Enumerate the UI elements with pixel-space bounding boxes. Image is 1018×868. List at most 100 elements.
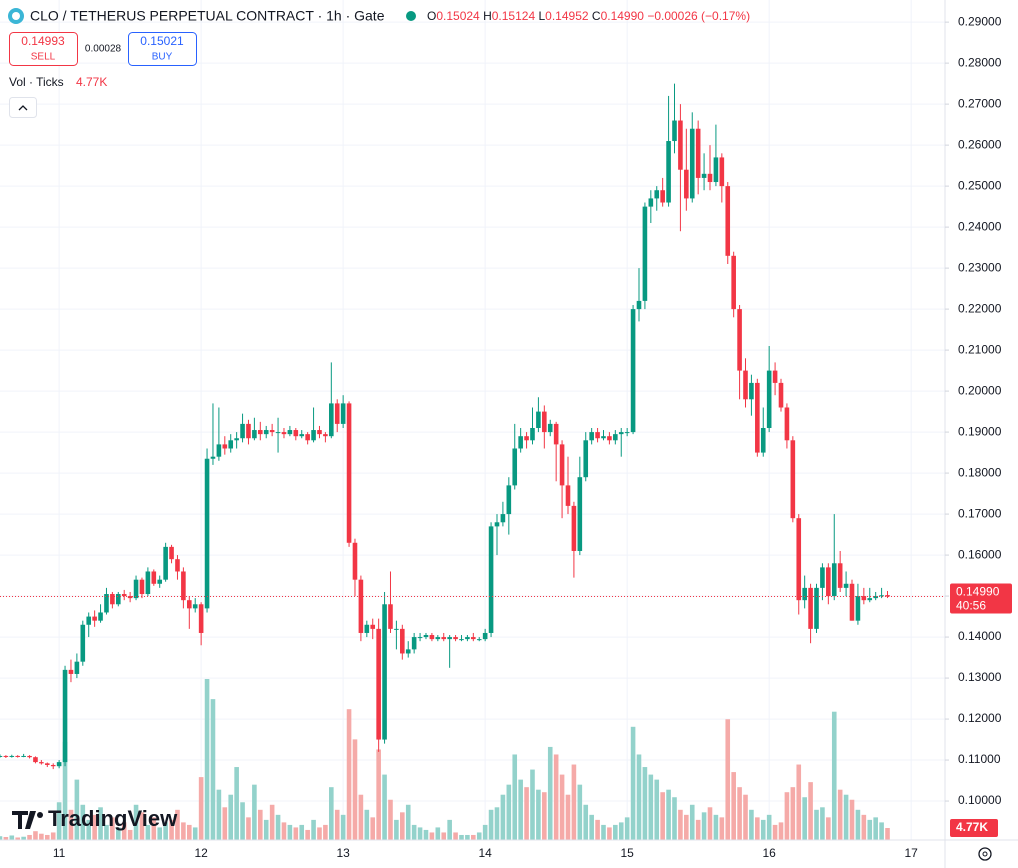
volume-bar [246,817,251,840]
candle-body [441,637,447,640]
candle-body [849,583,855,621]
volume-bar [33,831,38,840]
volume-bar [802,797,807,840]
y-tick-label: 0.17000 [958,506,1002,520]
candle-body [766,370,772,428]
candle-body [317,430,322,435]
volume-bar [831,711,837,840]
volume-bar [287,824,293,840]
candle-body [547,423,553,433]
candle-body [287,430,293,435]
price-tag-value: 0.14990 [956,585,1000,599]
x-tick-label: 15 [620,846,634,860]
volume-bar [595,819,600,840]
volume-bar [210,699,216,840]
candle-body [737,309,742,371]
logo-dot [37,812,43,818]
volume-bar [252,784,257,840]
candle-body [843,583,849,588]
volume-bar [536,789,541,840]
volume-bar [110,817,115,840]
volume-bar [305,829,310,840]
legend-key: O [427,9,436,23]
volume-bar [678,809,683,840]
candle-body [512,448,518,486]
candle-body [340,403,346,424]
price-tag [950,583,1012,614]
sell-label: SELL [31,52,56,63]
volume-bar [44,834,50,840]
volume-bar [169,819,174,840]
candle-body [44,763,50,765]
volume-bar [601,824,606,840]
x-tick-label: 17 [904,846,918,860]
candle-body [808,587,813,629]
volume-bar [553,754,559,840]
candle-body [802,587,807,601]
sell-button[interactable] [9,32,78,66]
candle-body [405,649,411,654]
y-tick-label: 0.11000 [958,752,1001,766]
sell-price: 0.14993 [21,34,65,48]
candle-body [382,604,387,740]
volume-bar [133,804,139,840]
volume-bar [80,804,86,840]
volume-bar [755,817,760,840]
volume-bar [204,679,210,840]
symbol-title[interactable]: CLO / TETHERUS PERPETUAL CONTRACT · 1h ·… [30,8,385,24]
volume-bar [181,822,186,840]
candle-body [778,382,784,408]
volume-bar [518,779,523,840]
symbol-logo-inner [12,12,20,20]
volume-bar [104,824,109,840]
volume-bar [258,809,263,840]
candle-body [583,440,589,478]
candle-body [417,637,423,639]
candle-body [618,432,624,435]
candle-body [0,755,3,757]
candle-body [104,594,109,613]
candle-body [760,427,766,453]
y-tick-label: 0.14000 [958,629,1002,643]
volume-bar [695,819,701,840]
settings-button[interactable] [978,847,992,861]
collapse-button[interactable] [9,97,37,118]
candle-body [234,438,239,441]
volume-bar [624,817,630,840]
volume-bar [376,749,381,840]
y-tick-label: 0.29000 [958,14,1002,28]
volume-bar [843,794,849,840]
volume-bar [281,822,287,840]
volume-bar [660,792,665,840]
candle-body [518,436,523,449]
candle-body [92,616,97,621]
volume-bar [855,809,861,840]
volume-bar [512,754,518,840]
volume-bar [228,794,234,840]
candle-body [139,579,145,595]
volume-bar [814,809,819,840]
volume-bar [796,764,802,840]
volume-bar [749,809,754,840]
volume-bar [192,827,198,840]
candle-body [731,255,736,310]
candle-body [275,432,281,434]
candle-body [423,635,429,638]
volume-bar [465,834,470,840]
buy-button[interactable] [128,32,197,66]
volume-bar [21,836,26,840]
volume-bar [411,824,417,840]
candle-body [772,370,778,383]
spread: 0.00028 [85,44,122,55]
candle-body [494,522,500,527]
candle-body [648,198,654,207]
candle-body [636,300,642,310]
volume-bar [275,814,281,840]
watermark-text: TradingView [48,806,178,831]
gear-center [982,851,988,857]
market-status[interactable] [406,11,416,21]
volume-bar [340,814,346,840]
candle-body [885,595,890,597]
